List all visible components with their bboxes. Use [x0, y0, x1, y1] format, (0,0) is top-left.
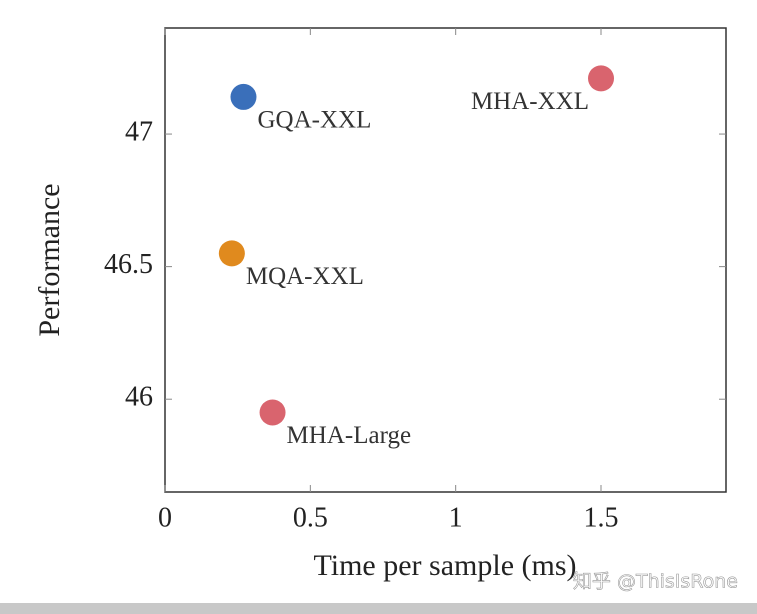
y-tick-label: 46	[125, 382, 153, 413]
y-tick-label: 46.5	[104, 249, 153, 280]
point-label: MHA-Large	[287, 422, 412, 449]
point	[259, 399, 286, 426]
point-label: GQA-XXL	[257, 107, 371, 134]
x-tick-label: 0	[158, 502, 172, 533]
point	[218, 240, 245, 267]
y-tick-label: 47	[125, 116, 153, 147]
y-axis-label: Performance	[33, 183, 66, 336]
x-tick-label: 0.5	[293, 502, 328, 533]
point	[588, 65, 615, 92]
x-tick-label: 1.5	[584, 502, 619, 533]
point	[230, 83, 257, 110]
x-axis-label: Time per sample (ms)	[313, 549, 576, 582]
bottom-bar	[0, 603, 757, 614]
watermark: 知乎 @ThisIsRone	[573, 571, 738, 593]
x-tick-label: 1	[449, 502, 463, 533]
point-label: MQA-XXL	[246, 263, 364, 290]
plot-frame	[164, 27, 727, 493]
point-label: MHA-XXL	[471, 88, 589, 115]
